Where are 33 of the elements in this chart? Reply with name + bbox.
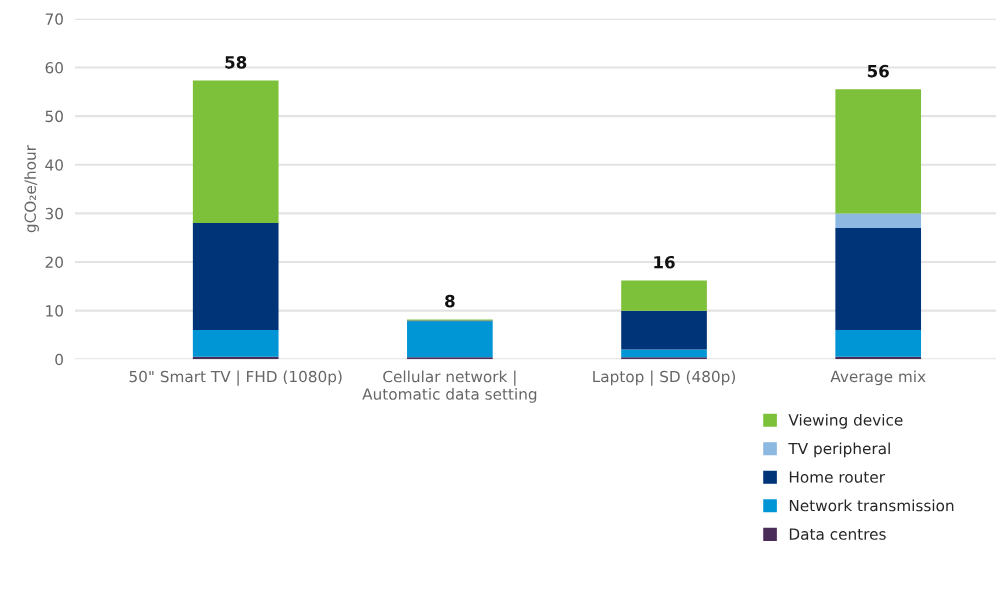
legend-label: Data centres bbox=[789, 528, 886, 540]
y-tick-label: 40 bbox=[45, 159, 63, 171]
y-tick-label: 0 bbox=[55, 353, 63, 366]
x-tick-label: Average mix bbox=[830, 370, 926, 386]
y-tick-label: 60 bbox=[45, 61, 63, 74]
bar bbox=[621, 349, 707, 358]
y-axis-title: gCO₂e/hour bbox=[24, 145, 39, 233]
legend-label: Viewing device bbox=[788, 413, 903, 429]
bar bbox=[835, 227, 922, 331]
bar bbox=[835, 330, 922, 357]
legend-label: TV peripheral bbox=[788, 442, 890, 458]
bar bbox=[192, 80, 279, 224]
total-label: 56 bbox=[867, 64, 889, 78]
y-tick-label: 70 bbox=[45, 13, 63, 25]
y-tick-label: 30 bbox=[45, 207, 63, 220]
x-tick-label: Cellular network | Automatic data setting bbox=[362, 370, 537, 403]
bar bbox=[192, 223, 279, 331]
bar bbox=[407, 321, 493, 358]
bar bbox=[621, 310, 707, 350]
y-tick-label: 50 bbox=[45, 110, 63, 123]
x-tick-label: Laptop | SD (480p) bbox=[593, 370, 735, 386]
y-tick-label: 10 bbox=[46, 305, 63, 317]
total-label: 16 bbox=[654, 255, 675, 269]
y-tick-label: 20 bbox=[45, 256, 63, 269]
legend-label: Network transmission bbox=[789, 499, 954, 512]
bar bbox=[621, 280, 707, 311]
total-label: 58 bbox=[225, 56, 247, 69]
bar bbox=[192, 330, 279, 357]
bar bbox=[835, 213, 922, 228]
legend-label: Home router bbox=[789, 471, 885, 483]
total-label: 8 bbox=[445, 294, 455, 308]
bar bbox=[835, 89, 922, 214]
x-tick-label: 50" Smart TV | FHD (1080p) bbox=[129, 370, 342, 386]
